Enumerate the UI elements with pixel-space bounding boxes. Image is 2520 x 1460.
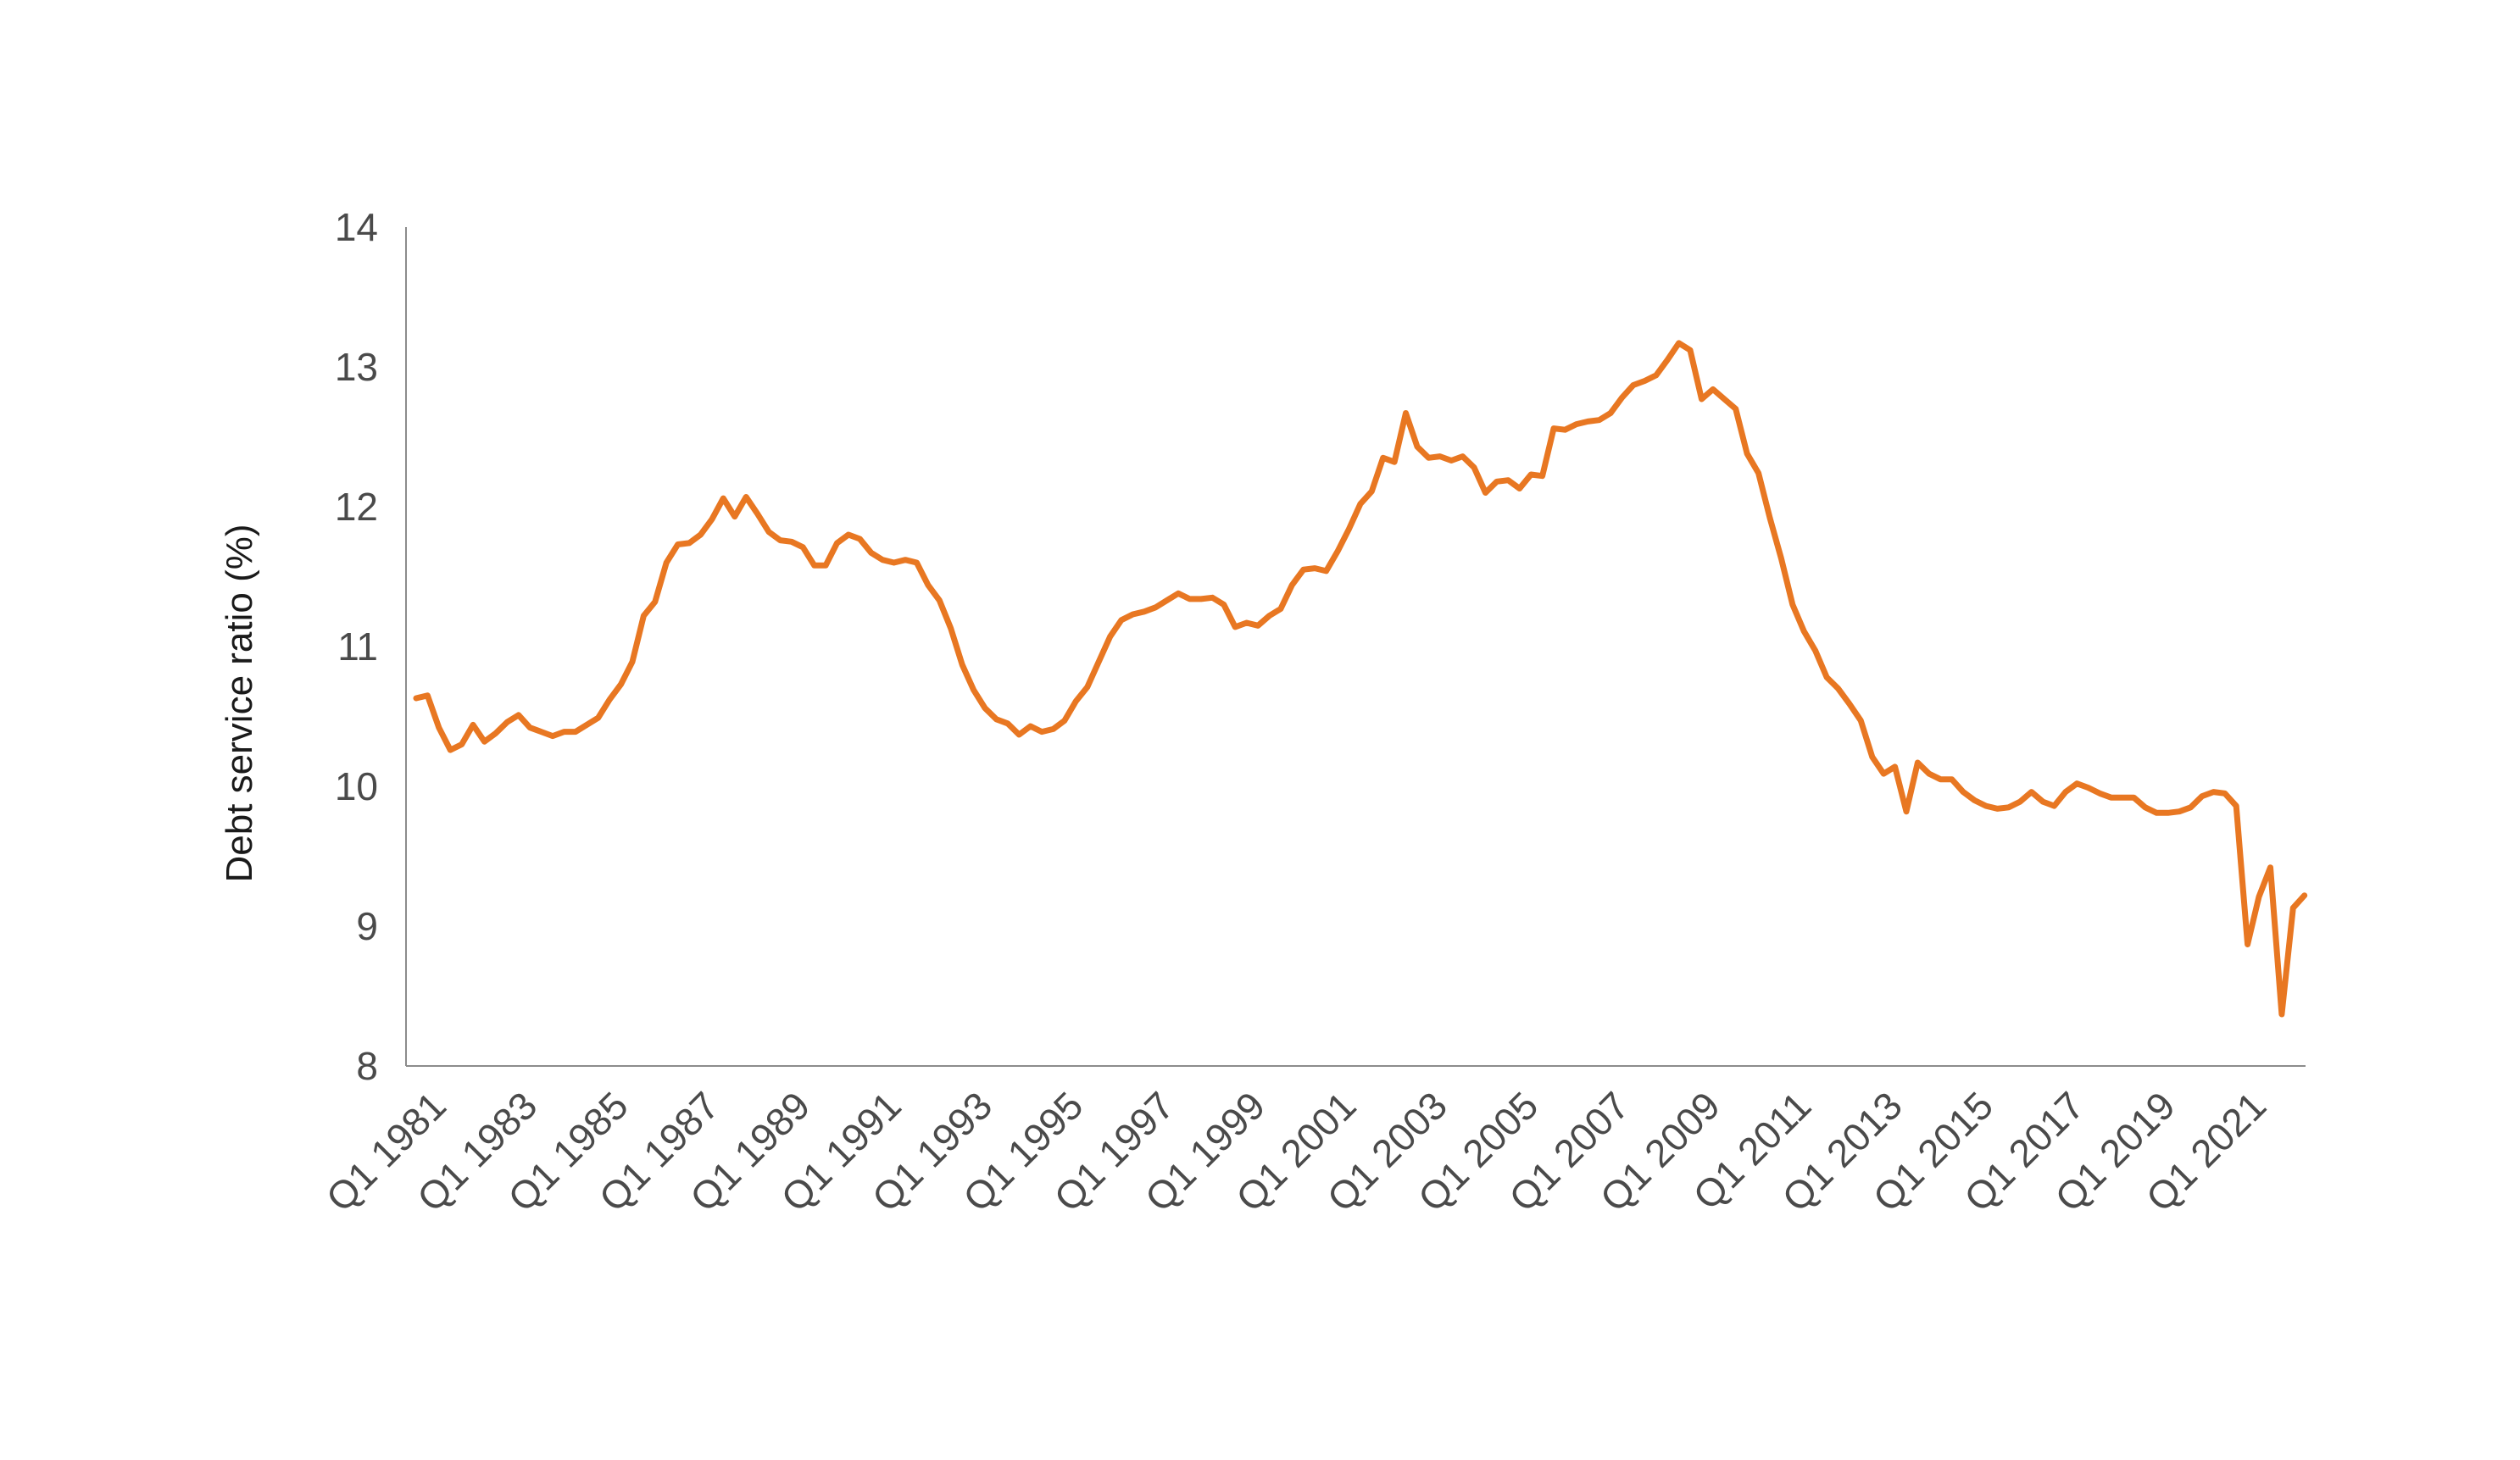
y-axis-tick-labels: 8 9 10 11 12 13 14 [335, 205, 378, 1088]
y-axis-title: Debt service ratio (%) [219, 524, 260, 882]
y-tick-label: 11 [337, 625, 378, 669]
y-tick-label: 13 [335, 345, 378, 389]
y-tick-label: 8 [356, 1044, 378, 1088]
series-line-debt-service-ratio [413, 340, 2308, 1018]
y-tick-label: 9 [356, 904, 378, 948]
y-tick-label: 14 [335, 205, 378, 249]
y-tick-label: 10 [335, 764, 378, 808]
y-tick-label: 12 [335, 485, 378, 529]
